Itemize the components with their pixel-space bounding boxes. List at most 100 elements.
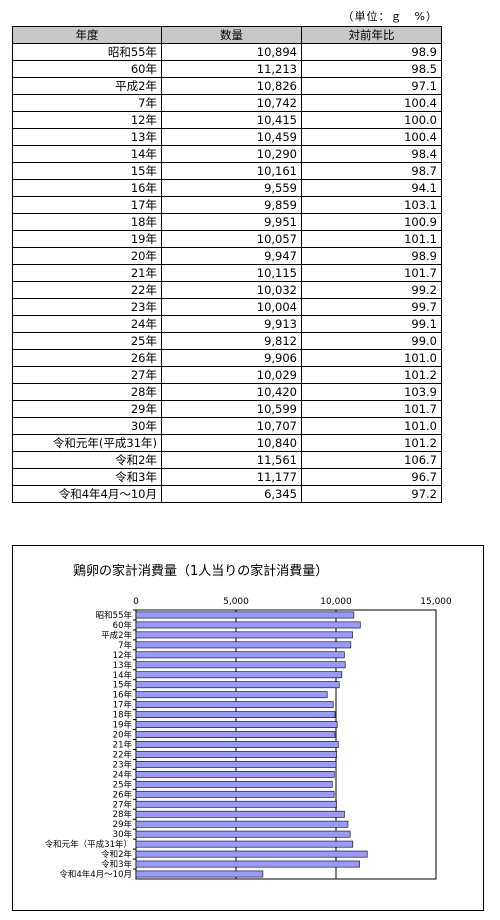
y-tick-label: 15年 xyxy=(113,680,133,691)
table-header-row: 年度 数量 対前年比 xyxy=(12,26,442,44)
cell-year: 15年 xyxy=(12,162,162,180)
cell-year: 30年 xyxy=(12,417,162,435)
cell-quantity: 10,742 xyxy=(161,94,302,112)
cell-quantity: 10,415 xyxy=(161,111,302,129)
cell-year: 昭和55年 xyxy=(12,43,162,61)
cell-year: 18年 xyxy=(12,213,162,231)
bar xyxy=(135,850,368,858)
x-tick-label: 10,000 xyxy=(320,597,352,607)
cell-yoy: 101.7 xyxy=(301,264,442,282)
bar xyxy=(135,691,328,699)
bar xyxy=(135,681,340,689)
y-tick-label: 7年 xyxy=(118,640,132,651)
y-tick-label: 14年 xyxy=(113,670,133,681)
cell-yoy: 94.1 xyxy=(301,179,442,197)
cell-quantity: 10,707 xyxy=(161,417,302,435)
cell-yoy: 96.7 xyxy=(301,468,442,486)
cell-yoy: 97.1 xyxy=(301,77,442,95)
table-row: 17年 9,859 103.1 xyxy=(12,196,442,214)
bar xyxy=(135,651,345,659)
cell-quantity: 9,947 xyxy=(161,247,302,265)
cell-year: 28年 xyxy=(12,383,162,401)
cell-year: 平成2年 xyxy=(12,77,162,95)
bar xyxy=(135,661,346,669)
bar xyxy=(135,641,352,649)
header-yoy: 対前年比 xyxy=(301,26,442,44)
cell-year: 17年 xyxy=(12,196,162,214)
table-row: 平成2年 10,826 97.1 xyxy=(12,77,442,95)
bar xyxy=(135,790,335,798)
cell-quantity: 10,599 xyxy=(161,400,302,418)
cell-year: 令和3年 xyxy=(12,468,162,486)
cell-quantity: 10,420 xyxy=(161,383,302,401)
cell-yoy: 101.1 xyxy=(301,230,442,248)
cell-quantity: 11,177 xyxy=(161,468,302,486)
bar-chart: 0 5,000 10,000 15,000 昭和55年60年平成2年7年12年13年14… xyxy=(45,597,452,880)
table-row: 昭和55年 10,894 98.9 xyxy=(12,43,442,61)
table-row: 令和3年 11,177 96.7 xyxy=(12,468,442,486)
cell-quantity: 9,812 xyxy=(161,332,302,350)
chart-panel: 鶏卵の家計消費量（1人当りの家計消費量） 0 5,000 10,000 15,000 昭… xyxy=(12,545,484,911)
cell-quantity: 9,913 xyxy=(161,315,302,333)
cell-yoy: 98.4 xyxy=(301,145,442,163)
bar xyxy=(135,800,337,808)
cell-quantity: 10,894 xyxy=(161,43,302,61)
y-tick-label: 29年 xyxy=(113,819,133,830)
y-tick-label: 25年 xyxy=(113,779,133,790)
cell-quantity: 10,826 xyxy=(161,77,302,95)
cell-year: 16年 xyxy=(12,179,162,197)
table-row: 19年 10,057 101.1 xyxy=(12,230,442,248)
table-row: 28年 10,420 103.9 xyxy=(12,383,442,401)
table-row: 7年 10,742 100.4 xyxy=(12,94,442,112)
cell-quantity: 10,004 xyxy=(161,298,302,316)
cell-quantity: 10,029 xyxy=(161,366,302,384)
bar xyxy=(135,631,353,639)
cell-year: 令和元年(平成31年) xyxy=(12,434,162,452)
table-row: 18年 9,951 100.9 xyxy=(12,213,442,231)
y-tick-label: 27年 xyxy=(113,799,133,810)
table-row: 20年 9,947 98.9 xyxy=(12,247,442,265)
table-row: 30年 10,707 101.0 xyxy=(12,417,442,435)
unit-label: （単位：ｇ %） xyxy=(342,10,438,23)
cell-year: 14年 xyxy=(12,145,162,163)
bar xyxy=(135,621,361,629)
bar xyxy=(135,870,264,878)
table-row: 23年 10,004 99.7 xyxy=(12,298,442,316)
cell-yoy: 99.7 xyxy=(301,298,442,316)
cell-quantity: 10,032 xyxy=(161,281,302,299)
bar xyxy=(135,611,355,619)
y-tick-label: 23年 xyxy=(113,759,133,770)
cell-yoy: 98.9 xyxy=(301,43,442,61)
header-year: 年度 xyxy=(12,26,162,44)
bar xyxy=(135,840,354,848)
bar xyxy=(135,780,333,788)
cell-year: 令和4年4月～10月 xyxy=(12,485,162,503)
header-quantity: 数量 xyxy=(161,26,302,44)
cell-yoy: 100.4 xyxy=(301,128,442,146)
cell-yoy: 98.9 xyxy=(301,247,442,265)
bar xyxy=(135,761,337,768)
table-row: 21年 10,115 101.7 xyxy=(12,264,442,282)
table-row: 令和4年4月～10月 6,345 97.2 xyxy=(12,485,442,503)
bar xyxy=(135,731,336,738)
y-tick-label: 16年 xyxy=(113,690,133,701)
y-tick-label: 令和3年 xyxy=(101,859,132,870)
cell-quantity: 10,840 xyxy=(161,434,302,452)
y-tick-label: 20年 xyxy=(113,730,133,741)
table-row: 26年 9,906 101.0 xyxy=(12,349,442,367)
bar xyxy=(135,671,343,679)
bar xyxy=(135,771,335,778)
table-row: 27年 10,029 101.2 xyxy=(12,366,442,384)
cell-quantity: 10,057 xyxy=(161,230,302,248)
y-tick-label: 19年 xyxy=(113,720,133,731)
cell-yoy: 99.1 xyxy=(301,315,442,333)
cell-quantity: 9,559 xyxy=(161,179,302,197)
bar xyxy=(135,741,339,748)
table-body: 昭和55年 10,894 98.9 60年 11,213 98.5 平成2年 10,826 97… xyxy=(12,43,442,503)
cell-yoy: 106.7 xyxy=(301,451,442,469)
table-row: 22年 10,032 99.2 xyxy=(12,281,442,299)
y-tick-label: 26年 xyxy=(113,789,133,800)
cell-yoy: 99.0 xyxy=(301,332,442,350)
cell-year: 21年 xyxy=(12,264,162,282)
table-row: 29年 10,599 101.7 xyxy=(12,400,442,418)
